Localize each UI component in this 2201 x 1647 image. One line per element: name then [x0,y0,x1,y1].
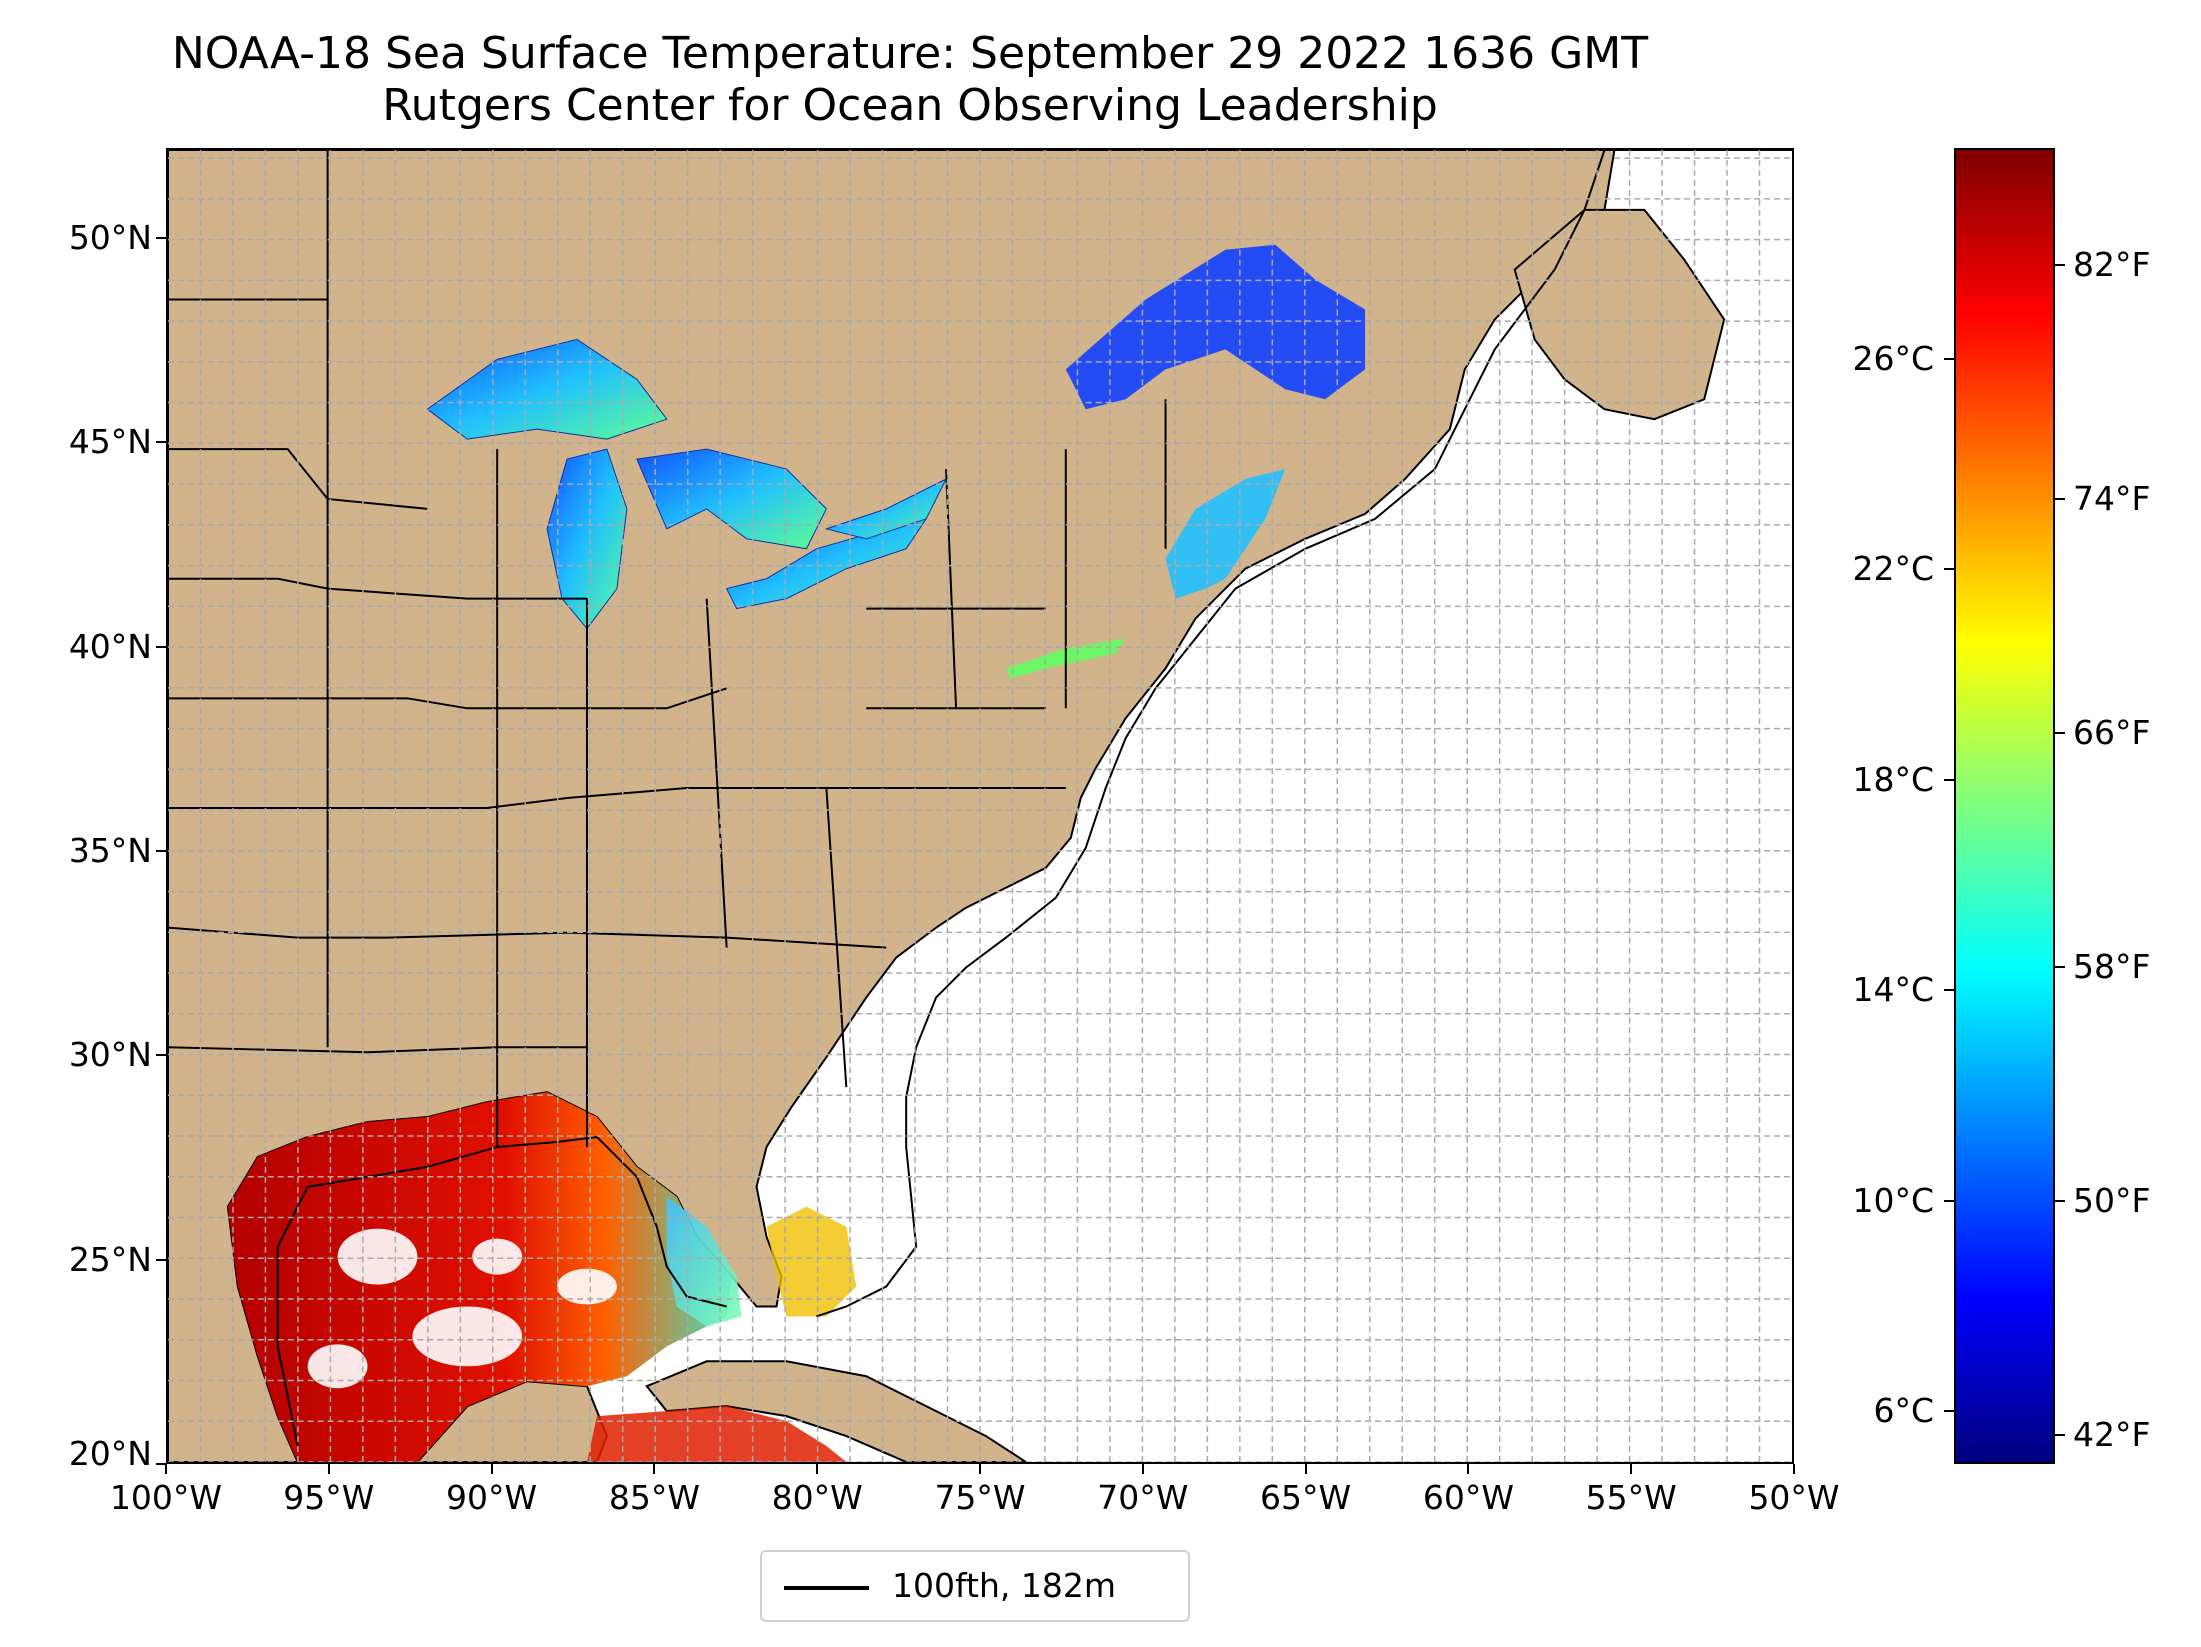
lon-tick-mark [1467,1464,1470,1474]
lat-tick-label: 50°N [68,217,152,257]
colorbar-fahrenheit-label: 58°F [2073,946,2151,986]
lat-tick-mark [156,441,166,444]
lon-tick-label: 70°W [1097,1478,1189,1517]
colorbar-celsius-label: 14°C [1852,970,1934,1010]
isobath-gulf [276,1135,727,1447]
lon-tick-label: 65°W [1260,1478,1352,1517]
state-borders [168,150,1167,1147]
colorbar-celsius-label: 22°C [1852,549,1934,589]
lat-tick-label: 20°N [68,1434,152,1473]
lon-tick-label: 75°W [934,1478,1026,1517]
colorbar-celsius-label: 10°C [1852,1180,1934,1220]
colorbar-fahrenheit-tick [2055,497,2065,500]
lon-tick-mark [979,1464,981,1474]
colorbar-fahrenheit-tick [2055,263,2065,266]
lon-tick-mark [1793,1464,1795,1474]
colorbar-fahrenheit-label: 82°F [2073,244,2151,284]
sst-florida-straits [766,1206,857,1317]
lat-tick-mark [156,849,166,852]
colorbar-fahrenheit-tick [2055,1433,2065,1436]
lat-tick-label: 35°N [68,830,152,870]
lat-tick-mark [156,1054,166,1057]
chart-subtitle: Rutgers Center for Ocean Observing Leade… [382,80,1438,131]
lon-tick-label: 80°W [771,1478,863,1517]
lat-tick-label: 25°N [68,1239,152,1279]
colorbar-fahrenheit-tick [2055,965,2065,968]
colorbar-celsius-tick [1944,1199,1954,1202]
lat-tick-mark [156,1463,166,1465]
lat-tick-label: 30°N [68,1035,152,1075]
gridlines [168,150,1792,1462]
lat-tick-label: 45°N [68,422,152,462]
lon-tick-mark [1630,1464,1633,1474]
lon-tick-mark [165,1464,167,1474]
colorbar-fahrenheit-tick [2055,1199,2065,1202]
lon-tick-mark [327,1464,330,1474]
isobath-100fth [816,150,1606,1318]
colorbar [1954,148,2055,1464]
land-newfoundland [1513,208,1726,421]
lon-tick-label: 85°W [608,1478,700,1517]
lon-tick-label: 100°W [109,1478,223,1517]
lat-tick-mark [156,645,166,648]
sst-st-lawrence [1065,244,1366,410]
colorbar-fahrenheit-tick [2055,731,2065,734]
colorbar-fahrenheit-label: 74°F [2073,478,2151,518]
lon-tick-mark [490,1464,493,1474]
colorbar-celsius-tick [1944,357,1954,360]
colorbar-fahrenheit-label: 50°F [2073,1180,2151,1220]
map-canvas [168,150,1792,1462]
colorbar-celsius-label: 18°C [1852,759,1934,799]
colorbar-celsius-tick [1944,778,1954,781]
lon-tick-mark [1141,1464,1144,1474]
lon-tick-label: 60°W [1422,1478,1514,1517]
lat-tick-mark [156,1258,166,1261]
legend-isobath-swatch [784,1586,869,1590]
chart-title: NOAA-18 Sea Surface Temperature: Septemb… [171,28,1649,79]
legend-isobath-label: 100fth, 182m [892,1566,1116,1605]
colorbar-fahrenheit-label: 42°F [2073,1414,2151,1454]
map-legend: 100fth, 182m [760,1550,1190,1622]
lon-tick-label: 50°W [1748,1478,1840,1517]
colorbar-fahrenheit-label: 66°F [2073,712,2151,752]
colorbar-celsius-label: 26°C [1852,338,1934,378]
colorbar-celsius-tick [1944,1410,1954,1413]
lat-tick-label: 40°N [68,626,152,666]
lon-tick-label: 55°W [1585,1478,1677,1517]
colorbar-celsius-tick [1944,989,1954,992]
great-lakes-sst [426,338,948,630]
sst-caribbean [586,1406,847,1462]
map-plot-area[interactable] [166,148,1794,1464]
lon-tick-mark [653,1464,656,1474]
lon-tick-mark [1304,1464,1307,1474]
lon-tick-mark [816,1464,819,1474]
lon-tick-label: 95°W [283,1478,375,1517]
lon-tick-label: 90°W [446,1478,538,1517]
colorbar-celsius-tick [1944,568,1954,571]
cloud-gaps [307,1228,617,1389]
colorbar-celsius-label: 6°C [1873,1391,1934,1431]
lat-tick-mark [156,236,166,239]
